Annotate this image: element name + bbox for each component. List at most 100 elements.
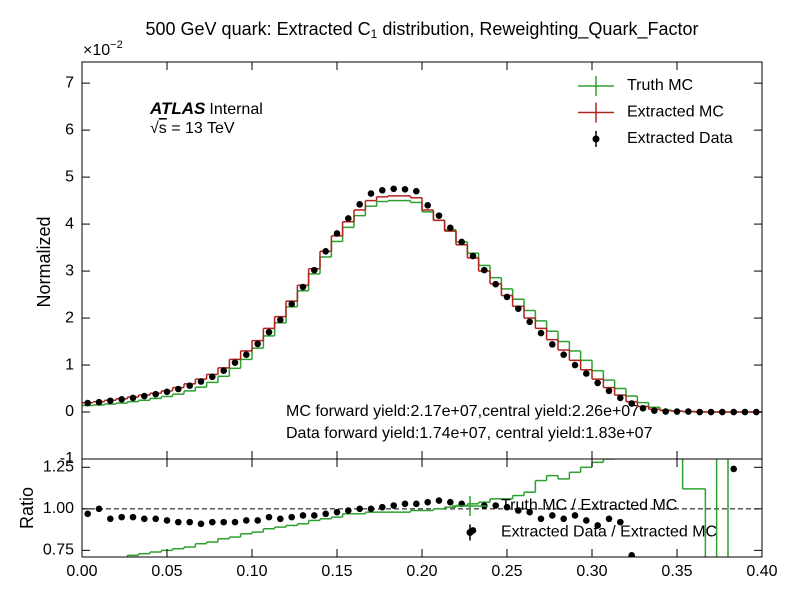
- multiplier-base: ×10: [83, 42, 110, 59]
- data-point: [605, 515, 613, 523]
- data-point: [594, 379, 601, 387]
- data-point: [571, 361, 579, 369]
- legend-label: Truth MC: [627, 77, 693, 94]
- data-point: [379, 186, 386, 194]
- data-point: [186, 382, 193, 390]
- data-point: [356, 201, 363, 208]
- chart-title: 500 GeV quark: Extracted C1 distribution…: [146, 19, 699, 41]
- data-point: [719, 408, 726, 416]
- data-point: [662, 408, 669, 415]
- data-point: [141, 392, 148, 400]
- data-point: [254, 340, 261, 348]
- legend-label: Extracted Data / Extracted MC: [501, 524, 717, 541]
- y-tick-label: -1: [60, 450, 74, 467]
- x-tick-label: 0.20: [406, 563, 437, 580]
- mc-yield: MC forward yield:2.17e+07,central yield:…: [286, 403, 639, 420]
- y-tick-label: 1.00: [43, 500, 74, 517]
- data-point: [186, 518, 193, 526]
- data-point: [447, 498, 454, 506]
- y-tick-label: 4: [65, 215, 74, 232]
- data-point: [515, 507, 522, 514]
- data-point: [163, 517, 171, 524]
- data-point: [277, 316, 284, 324]
- data-point: [537, 515, 545, 523]
- plot-area: [82, 459, 762, 557]
- data-point: [628, 400, 635, 407]
- data-point: [730, 465, 737, 473]
- data-point: [299, 283, 307, 291]
- data-point: [390, 185, 397, 193]
- experiment: ATLAS: [149, 99, 206, 118]
- data-point: [594, 522, 601, 529]
- y-tick-label: 5: [65, 168, 74, 185]
- data-point: [424, 498, 431, 506]
- multiplier-exp: −2: [110, 39, 123, 51]
- data-point: [617, 394, 624, 402]
- data-point: [197, 378, 205, 385]
- data-point: [243, 351, 250, 358]
- data-point: [492, 280, 499, 288]
- data-point: [503, 293, 511, 301]
- y-tick-label: 1.25: [43, 459, 74, 476]
- energy-rest: = 13 TeV: [167, 120, 235, 137]
- y-tick-label: 3: [65, 262, 74, 279]
- x-tick-label: 0.30: [576, 563, 607, 580]
- data-point: [367, 190, 375, 197]
- title-part: distribution, Reweighting_Quark_Factor: [377, 19, 698, 40]
- data-point: [299, 512, 307, 519]
- axes-frame: [81, 458, 763, 558]
- data-point: [390, 502, 397, 509]
- data-point: [617, 518, 624, 526]
- x-tick-label: 0.05: [151, 563, 182, 580]
- data-point: [288, 300, 295, 308]
- data-point: [628, 552, 635, 557]
- data-point: [209, 373, 216, 381]
- legend-marker: [466, 529, 474, 536]
- sqrt: √: [150, 120, 159, 137]
- data-point: [311, 512, 318, 519]
- data-point: [141, 515, 148, 523]
- data-point: [571, 512, 579, 519]
- data-point: [345, 215, 352, 222]
- data-point: [413, 187, 420, 195]
- data-point: [401, 500, 409, 508]
- data-point: [333, 508, 341, 516]
- data-point: [367, 505, 375, 513]
- title-subscript: 1: [371, 27, 378, 41]
- ratio-axis-label: Ratio: [17, 487, 37, 529]
- data-point: [651, 407, 658, 414]
- title-part: 500 GeV quark: Extracted C: [146, 19, 371, 39]
- data-point: [639, 404, 647, 412]
- legend-label: Truth MC / Extracted MC: [501, 497, 677, 514]
- data-point: [322, 510, 329, 518]
- data-point: [537, 329, 545, 337]
- data-point: [107, 397, 114, 405]
- y-tick-label: 1: [65, 356, 74, 373]
- data-point: [447, 224, 454, 232]
- data-point: [741, 408, 749, 416]
- data-point: [685, 408, 692, 415]
- legend-label: Extracted Data: [627, 130, 733, 147]
- data-point: [118, 513, 125, 521]
- data-point: [152, 390, 159, 398]
- data-point: [515, 305, 522, 312]
- data-point: [277, 515, 284, 523]
- x-tick-label: 0.35: [661, 563, 692, 580]
- data-point: [481, 266, 488, 274]
- data-point: [503, 503, 511, 511]
- data-point: [549, 512, 556, 519]
- data-point: [526, 318, 533, 326]
- legend-label: Extracted MC: [627, 104, 724, 121]
- x-tick-label: 0.25: [491, 563, 522, 580]
- data-point: [220, 518, 227, 526]
- data-point: [175, 518, 182, 526]
- data-point: [311, 266, 318, 274]
- data-point: [175, 385, 182, 393]
- data-point: [356, 505, 363, 513]
- data-point: [220, 367, 227, 374]
- energy-label: √s = 13 TeV: [150, 120, 235, 137]
- energy-s: s: [159, 120, 167, 137]
- data-point: [231, 359, 239, 366]
- y-tick-label: 2: [65, 309, 74, 326]
